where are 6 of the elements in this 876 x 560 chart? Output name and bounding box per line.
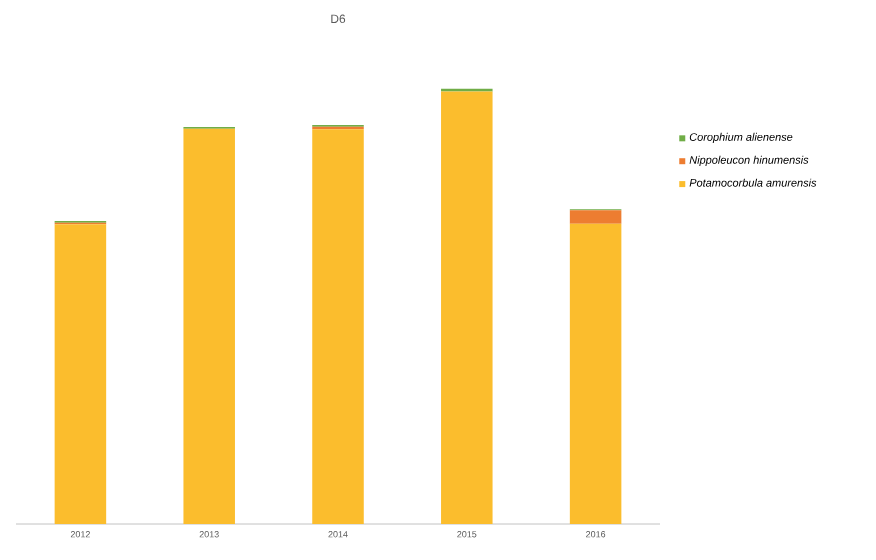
- bar: [441, 91, 493, 524]
- bar: [569, 223, 622, 524]
- bar: [183, 128, 235, 524]
- bar: [569, 210, 622, 224]
- bar: [312, 129, 364, 524]
- bar: [54, 224, 107, 524]
